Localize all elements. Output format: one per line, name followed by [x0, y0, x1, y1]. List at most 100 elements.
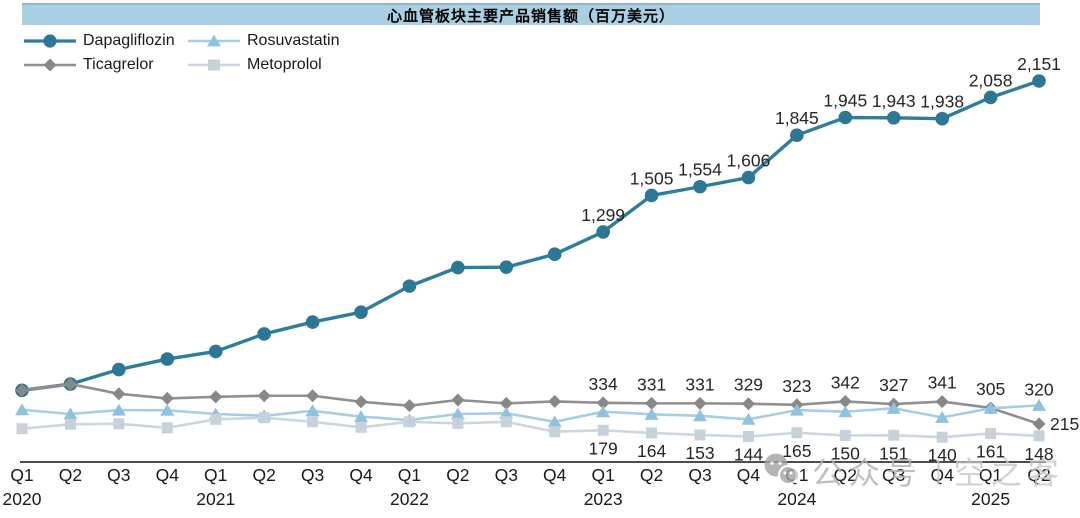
- data-label: 150: [831, 443, 860, 463]
- tick-label: Q3: [688, 465, 711, 485]
- data-point: [548, 394, 562, 408]
- data-point: [15, 383, 29, 397]
- data-point: [209, 390, 223, 404]
- data-point: [839, 429, 851, 441]
- tick-label: Q1: [204, 465, 227, 485]
- data-label: 1,554: [678, 160, 722, 180]
- data-point: [596, 405, 611, 418]
- data-point: [450, 407, 465, 420]
- data-label: 334: [589, 374, 618, 394]
- data-label: 329: [734, 375, 763, 395]
- diamond-marker-icon: [24, 58, 76, 72]
- data-point: [935, 395, 949, 409]
- series-line: [21, 79, 1040, 392]
- tick-label: Q4: [156, 465, 180, 485]
- data-point: [838, 405, 853, 418]
- tick-label: Q1: [785, 465, 808, 485]
- data-point: [985, 427, 997, 439]
- data-point: [307, 416, 319, 428]
- year-label: 2023: [584, 489, 623, 509]
- year-label: 2022: [390, 489, 429, 509]
- legend-label: Rosuvastatin: [247, 32, 340, 49]
- data-point: [646, 427, 658, 439]
- legend: Dapagliflozin Rosuvastatin Ticagrelor Me…: [24, 32, 340, 74]
- data-point: [936, 431, 948, 443]
- year-label: 2024: [777, 489, 816, 509]
- data-point: [644, 188, 659, 203]
- data-label: 1,299: [581, 205, 625, 225]
- data-label: 1,505: [630, 168, 674, 188]
- tick-label: Q1: [398, 465, 421, 485]
- data-point: [644, 407, 659, 420]
- data-label: 2,151: [1017, 54, 1061, 74]
- data-point: [210, 413, 222, 425]
- data-point: [789, 403, 804, 416]
- tick-label: Q3: [301, 465, 324, 485]
- tick-label: Q2: [640, 465, 663, 485]
- tick-label: Q2: [834, 465, 857, 485]
- data-point: [838, 394, 852, 408]
- data-point: [305, 315, 320, 329]
- data-point: [402, 279, 417, 293]
- data-point: [305, 404, 320, 417]
- data-point: [451, 260, 465, 275]
- data-point: [886, 111, 901, 125]
- data-point: [790, 128, 804, 143]
- legend-label: Dapagliflozin: [83, 32, 175, 49]
- chart-title-bar: 心血管板块主要产品销售额（百万美元）: [22, 3, 1040, 25]
- data-point: [838, 110, 853, 125]
- data-point: [113, 418, 125, 430]
- data-point: [693, 409, 708, 422]
- tick-label: Q1: [591, 465, 614, 485]
- tick-label: Q2: [59, 465, 82, 485]
- tick-label: Q3: [107, 465, 130, 485]
- data-point: [547, 415, 562, 428]
- legend-label: Ticagrelor: [83, 56, 154, 73]
- data-point: [791, 427, 803, 439]
- data-label: 165: [782, 441, 811, 461]
- data-label: 341: [928, 373, 957, 393]
- data-point: [596, 396, 610, 410]
- tick-label: Q4: [349, 465, 373, 485]
- data-point: [694, 429, 706, 441]
- series-ticagrelor: 334 331 331 329 323 342 327 341 305 215: [15, 372, 1079, 434]
- data-label: 305: [976, 379, 1005, 399]
- data-point: [499, 406, 514, 419]
- data-point: [354, 410, 369, 423]
- year-label: 2020: [3, 489, 42, 509]
- tick-label: Q1: [979, 465, 1002, 485]
- data-point: [499, 396, 513, 410]
- legend-item-metoprolol: Metoprolol: [188, 56, 340, 74]
- data-point: [403, 416, 415, 428]
- data-label: 164: [637, 441, 666, 461]
- data-point: [63, 407, 78, 420]
- data-point: [741, 170, 756, 185]
- data-label: 140: [928, 445, 957, 465]
- data-label: 342: [831, 372, 860, 392]
- data-point: [452, 417, 464, 429]
- triangle-marker-icon: [188, 34, 240, 47]
- data-label: 331: [637, 374, 666, 394]
- data-point: [15, 403, 29, 416]
- series-line: [21, 382, 1040, 426]
- data-label: 323: [782, 376, 811, 396]
- data-point: [742, 430, 754, 442]
- data-point: [257, 389, 271, 403]
- data-point: [306, 389, 320, 403]
- data-point: [596, 225, 610, 239]
- legend-item-rosuvastatin: Rosuvastatin: [188, 32, 340, 50]
- data-label: 1,938: [920, 92, 964, 112]
- series-metoprolol: 179 164 153 144 165 150 151 140 161 148: [16, 412, 1054, 465]
- data-label: 1,606: [727, 151, 771, 171]
- data-label: 144: [734, 444, 763, 464]
- data-label: 331: [685, 374, 714, 394]
- data-point: [886, 401, 901, 414]
- data-point: [160, 403, 175, 416]
- data-point: [935, 410, 950, 423]
- data-point: [64, 418, 76, 430]
- data-point: [935, 111, 949, 126]
- data-point: [597, 424, 609, 436]
